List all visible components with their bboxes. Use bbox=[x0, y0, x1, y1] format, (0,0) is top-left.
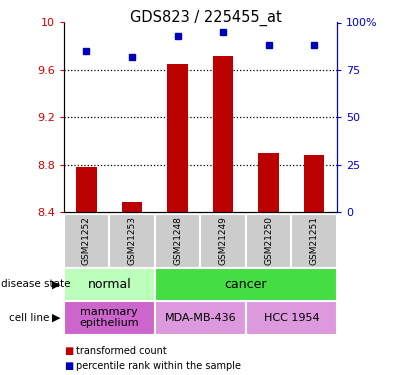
Bar bbox=[304, 155, 325, 212]
Bar bbox=[155, 268, 337, 301]
Text: GSM21248: GSM21248 bbox=[173, 216, 182, 266]
Text: GSM21251: GSM21251 bbox=[310, 216, 319, 266]
Bar bbox=[109, 214, 155, 268]
Text: HCC 1954: HCC 1954 bbox=[263, 313, 319, 322]
Text: GSM21250: GSM21250 bbox=[264, 216, 273, 266]
Text: GSM21249: GSM21249 bbox=[219, 216, 228, 266]
Bar bbox=[246, 301, 337, 334]
Text: cell line: cell line bbox=[9, 313, 49, 322]
Bar bbox=[259, 153, 279, 212]
Text: GDS823 / 225455_at: GDS823 / 225455_at bbox=[129, 9, 282, 26]
Text: MDA-MB-436: MDA-MB-436 bbox=[164, 313, 236, 322]
Bar bbox=[64, 214, 109, 268]
Text: ▶: ▶ bbox=[52, 313, 61, 322]
Text: GSM21253: GSM21253 bbox=[127, 216, 136, 266]
Bar bbox=[155, 301, 246, 334]
Bar bbox=[64, 268, 155, 301]
Bar bbox=[213, 56, 233, 212]
Text: cancer: cancer bbox=[225, 278, 267, 291]
Text: mammary
epithelium: mammary epithelium bbox=[79, 307, 139, 328]
Bar bbox=[167, 64, 188, 212]
Text: percentile rank within the sample: percentile rank within the sample bbox=[76, 361, 241, 370]
Text: ■: ■ bbox=[64, 346, 73, 355]
Text: ■: ■ bbox=[64, 361, 73, 370]
Bar bbox=[291, 214, 337, 268]
Text: ▶: ▶ bbox=[52, 279, 61, 290]
Bar bbox=[64, 301, 155, 334]
Text: transformed count: transformed count bbox=[76, 346, 167, 355]
Bar bbox=[246, 214, 291, 268]
Bar bbox=[76, 167, 97, 212]
Text: GSM21252: GSM21252 bbox=[82, 216, 91, 266]
Bar bbox=[155, 214, 201, 268]
Text: disease state: disease state bbox=[1, 279, 70, 290]
Bar bbox=[122, 202, 142, 212]
Text: normal: normal bbox=[88, 278, 131, 291]
Bar bbox=[201, 214, 246, 268]
